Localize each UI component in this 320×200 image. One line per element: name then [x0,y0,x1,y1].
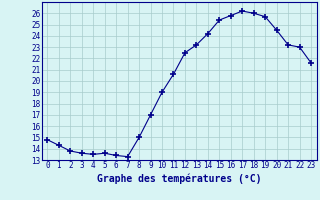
X-axis label: Graphe des températures (°C): Graphe des températures (°C) [97,173,261,184]
